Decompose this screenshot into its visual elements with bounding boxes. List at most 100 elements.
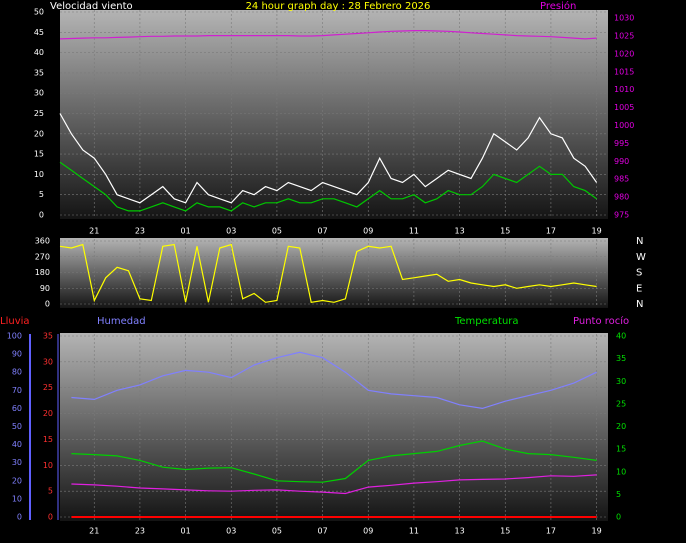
- y3-tick-label: 0: [17, 513, 22, 522]
- series-line: [71, 351, 597, 410]
- y2-tick-label: 30: [616, 377, 626, 386]
- y-tick-label: 270: [35, 252, 50, 261]
- y2-tick-label: 35: [616, 354, 626, 363]
- y2-tick-label: 1010: [614, 85, 634, 94]
- x-tick-label: 15: [500, 227, 510, 236]
- y-tick-label: 15: [34, 150, 44, 159]
- y-tick-label: 25: [34, 109, 44, 118]
- y3-tick-label: 90: [12, 350, 22, 359]
- y2-tick-label: 995: [614, 139, 629, 148]
- y-tick-label: 35: [34, 68, 44, 77]
- y2-tick-label: 5: [616, 490, 621, 499]
- legend-label: Lluvia: [0, 316, 30, 327]
- y2-tick-label: 25: [616, 399, 626, 408]
- y2-tick-label: 15: [616, 445, 626, 454]
- x-tick-label: 19: [591, 227, 601, 236]
- x-tick-label: 23: [135, 227, 145, 236]
- y-tick-label: 0: [39, 211, 44, 220]
- y2-tick-label: 40: [616, 332, 626, 341]
- y-tick-label: 360: [35, 237, 50, 246]
- x-tick-label: 23: [135, 527, 145, 536]
- plot-background: [60, 238, 608, 308]
- y2-tick-label: 1005: [614, 103, 634, 112]
- y-tick-label: 30: [34, 89, 44, 98]
- y2-tick-label: 1025: [614, 31, 634, 40]
- y-tick-label: 90: [40, 284, 50, 293]
- y2-tick-label: 1030: [614, 14, 634, 23]
- y3-tick-label: 100: [7, 332, 22, 341]
- y2-tick-label: 975: [614, 211, 629, 220]
- plot-background: [60, 10, 608, 219]
- y-axis-label: Velocidad viento: [50, 1, 133, 12]
- chart-title: 24 hour graph day : 28 Febrero 2026: [246, 1, 431, 12]
- y-tick-label: 45: [34, 28, 44, 37]
- x-tick-label: 09: [363, 527, 373, 536]
- y2-tick-label: 990: [614, 157, 629, 166]
- y2-tick-label: N: [636, 299, 643, 310]
- x-tick-label: 17: [546, 227, 556, 236]
- x-tick-label: 03: [226, 527, 236, 536]
- x-tick-label: 21: [89, 527, 99, 536]
- y3-tick-label: 60: [12, 404, 22, 413]
- y-tick-label: 20: [34, 129, 44, 138]
- x-tick-label: 05: [272, 227, 282, 236]
- y2-tick-label: 980: [614, 193, 629, 202]
- legend-label: Temperatura: [454, 316, 519, 327]
- y3-tick-label: 10: [12, 494, 22, 503]
- x-tick-label: 13: [454, 527, 464, 536]
- x-tick-label: 07: [317, 227, 327, 236]
- y-tick-label: 5: [48, 487, 53, 496]
- x-tick-label: 01: [180, 527, 190, 536]
- y2-tick-label: 1020: [614, 49, 634, 58]
- y2-tick-label: E: [636, 283, 642, 294]
- y2-tick-label: 20: [616, 422, 626, 431]
- y-tick-label: 0: [45, 300, 50, 309]
- y2-tick-label: W: [636, 252, 646, 263]
- series-line: [59, 113, 598, 204]
- x-tick-label: 05: [272, 527, 282, 536]
- series-line: [59, 243, 597, 303]
- x-tick-label: 03: [226, 227, 236, 236]
- x-tick-label: 11: [409, 227, 419, 236]
- x-tick-label: 15: [500, 527, 510, 536]
- y-tick-label: 10: [34, 170, 44, 179]
- y3-tick-label: 30: [12, 458, 22, 467]
- x-tick-label: 21: [89, 227, 99, 236]
- y3-tick-label: 80: [12, 368, 22, 377]
- y2-tick-label: 1015: [614, 67, 634, 76]
- x-tick-label: 17: [546, 527, 556, 536]
- y-tick-label: 50: [34, 8, 44, 17]
- y-tick-label: 30: [43, 357, 53, 366]
- y-tick-label: 25: [43, 383, 53, 392]
- y-tick-label: 0: [48, 513, 53, 522]
- y2-tick-label: 10: [616, 467, 626, 476]
- y3-tick-label: 70: [12, 386, 22, 395]
- legend-label: Humedad: [97, 316, 146, 327]
- y-tick-label: 5: [39, 190, 44, 199]
- x-tick-label: 01: [180, 227, 190, 236]
- y3-tick-label: 20: [12, 476, 22, 485]
- y-tick-label: 15: [43, 435, 53, 444]
- series-line: [71, 474, 597, 495]
- series-line: [59, 161, 597, 212]
- y-tick-label: 20: [43, 409, 53, 418]
- y2-axis-label: Presión: [540, 0, 576, 12]
- legend-label: Punto rocío: [573, 315, 629, 327]
- y-tick-label: 40: [34, 48, 44, 57]
- y-tick-label: 35: [43, 332, 53, 341]
- x-tick-label: 19: [591, 527, 601, 536]
- y2-tick-label: 985: [614, 175, 629, 184]
- y2-tick-label: 0: [616, 513, 621, 522]
- y3-tick-label: 40: [12, 440, 22, 449]
- x-tick-label: 09: [363, 227, 373, 236]
- y3-tick-label: 50: [12, 422, 22, 431]
- series-line: [71, 440, 597, 483]
- y2-tick-label: S: [636, 268, 642, 279]
- y2-tick-label: N: [636, 236, 643, 247]
- y-tick-label: 10: [43, 461, 53, 470]
- y2-tick-label: 1000: [614, 121, 634, 130]
- x-tick-label: 13: [454, 227, 464, 236]
- y-tick-label: 180: [35, 268, 50, 277]
- x-tick-label: 07: [317, 527, 327, 536]
